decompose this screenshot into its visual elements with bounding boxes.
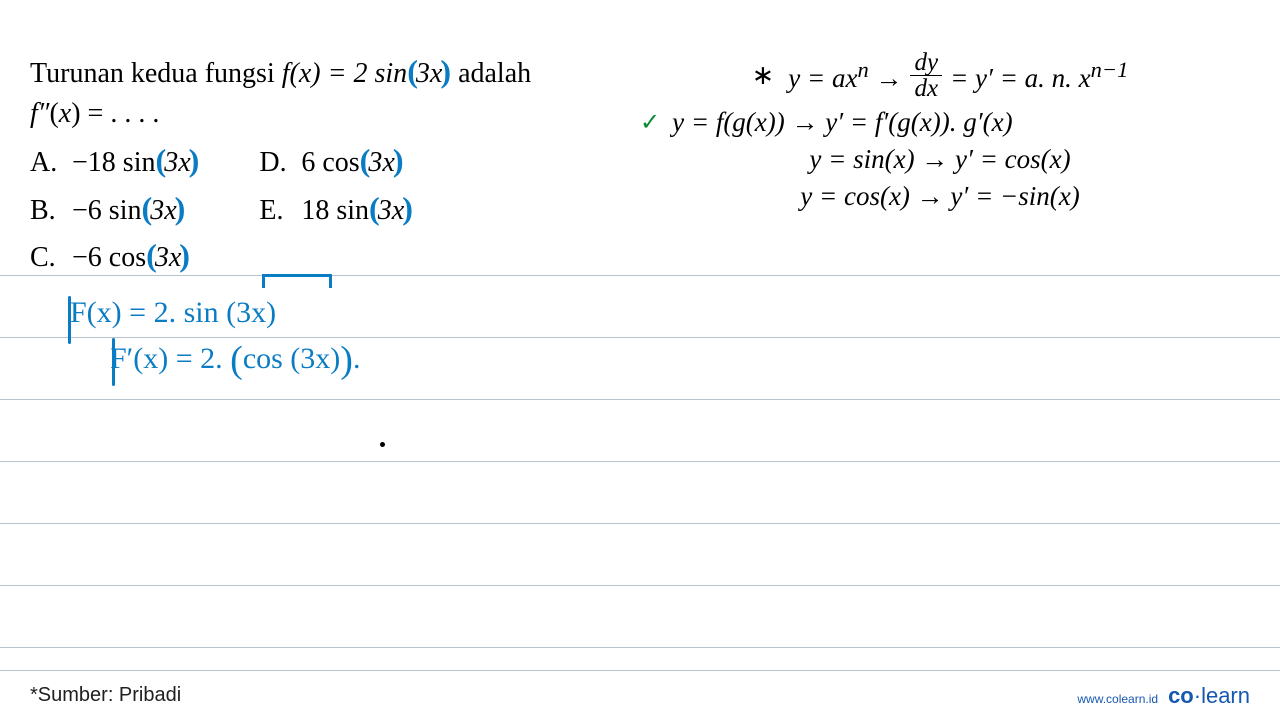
opt-text: 18 sin3x [301,187,413,230]
problem-block: Turunan kedua fungsi f(x) = 2 sin3x adal… [30,50,620,278]
option-B: B. −6 sin3x [30,187,199,230]
options-col-2: D. 6 cos3x E. 18 sin3x [259,139,413,277]
opt-text: 6 cos3x [301,139,403,182]
opt-text: −6 sin3x [72,187,185,230]
text: Turunan kedua fungsi [30,58,282,89]
option-E: E. 18 sin3x [259,187,413,230]
rule-chain: ✓ y = f(g(x)) → y′ = f′(g(x)). g′(x) [620,107,1260,138]
opt-text: −18 sin3x [72,139,199,182]
circled-3x: 3x [407,50,451,93]
hw-stroke [112,338,115,386]
circled: 3x [155,139,199,182]
hw-line-2: F′(x) = 2. (cos (3x)). [110,334,360,387]
circled: 3x [146,234,190,277]
fraction-dydx: dy dx [910,50,942,101]
option-C: C. −6 cos3x [30,234,199,277]
brand-logo: co·learn [1168,683,1250,709]
footer: *Sumber: Pribadi www.colearn.id co·learn [0,670,1280,720]
circled: 3x [141,187,185,230]
hw-bracket [262,274,332,288]
footer-brand-area: www.colearn.id co·learn [1077,683,1250,709]
footer-source: *Sumber: Pribadi [30,684,181,707]
circled: 3x [360,139,404,182]
question-line-1: Turunan kedua fungsi f(x) = 2 sin3x adal… [30,50,620,93]
stray-dot [380,442,385,447]
rule-cos: y = cos(x) → y′ = −sin(x) [620,181,1260,212]
options-col-1: A. −18 sin3x B. −6 sin3x C. −6 cos3x [30,139,199,277]
rules-block: ∗ y = axn → dy dx = y′ = a. n. xn−1 ✓ y … [620,50,1260,218]
hw-line-1: F(x) = 2. sin (3x) [70,292,360,334]
option-A: A. −18 sin3x [30,139,199,182]
adalah: adalah [458,58,531,89]
rule-power: ∗ y = axn → dy dx = y′ = a. n. xn−1 [620,50,1260,101]
options: A. −18 sin3x B. −6 sin3x C. −6 cos3x D. … [30,139,620,277]
rule-sin: y = sin(x) → y′ = cos(x) [620,144,1260,175]
option-D: D. 6 cos3x [259,139,413,182]
question-line-2: f″(x) = . . . . [30,95,620,133]
footer-url: www.colearn.id [1077,692,1158,706]
handwriting-block: F(x) = 2. sin (3x) F′(x) = 2. (cos (3x))… [70,292,360,387]
hw-stroke [68,296,71,344]
circled: 3x [369,187,413,230]
fx: f(x) = 2 sin [282,58,407,89]
check-icon: ✓ [640,108,660,137]
opt-text: −6 cos3x [72,234,190,277]
